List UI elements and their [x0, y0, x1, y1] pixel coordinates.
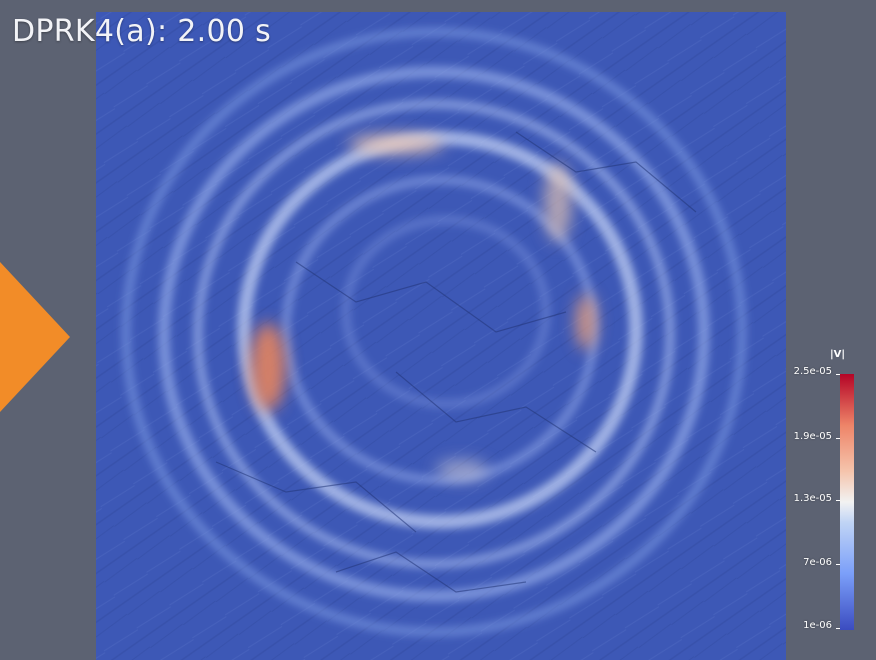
- wavefield-render[interactable]: [96, 12, 786, 660]
- colorbar-tick-label: 7e-06: [803, 557, 832, 568]
- wavefront-rings: [121, 27, 747, 637]
- colorbar-tick-label: 1.9e-05: [793, 431, 832, 442]
- colorbar-tick-label: 2.5e-05: [793, 366, 832, 377]
- play-arrow-icon[interactable]: [0, 262, 70, 412]
- colorbar-tick-mark: [836, 500, 840, 501]
- colorbar-tick-mark: [836, 628, 840, 629]
- colorbar: [840, 374, 854, 630]
- colorbar-tick-mark: [836, 438, 840, 439]
- colorbar-title: |V|: [830, 349, 846, 360]
- simulation-title: DPRK4(a): 2.00 s: [12, 14, 271, 49]
- colorbar-tick-label: 1e-06: [803, 620, 832, 631]
- colorbar-tick-mark: [836, 374, 840, 375]
- colorbar-tick-mark: [836, 564, 840, 565]
- colorbar-tick-label: 1.3e-05: [793, 493, 832, 504]
- terrain-ridges: [215, 131, 697, 593]
- high-amplitude-patches: [250, 134, 596, 480]
